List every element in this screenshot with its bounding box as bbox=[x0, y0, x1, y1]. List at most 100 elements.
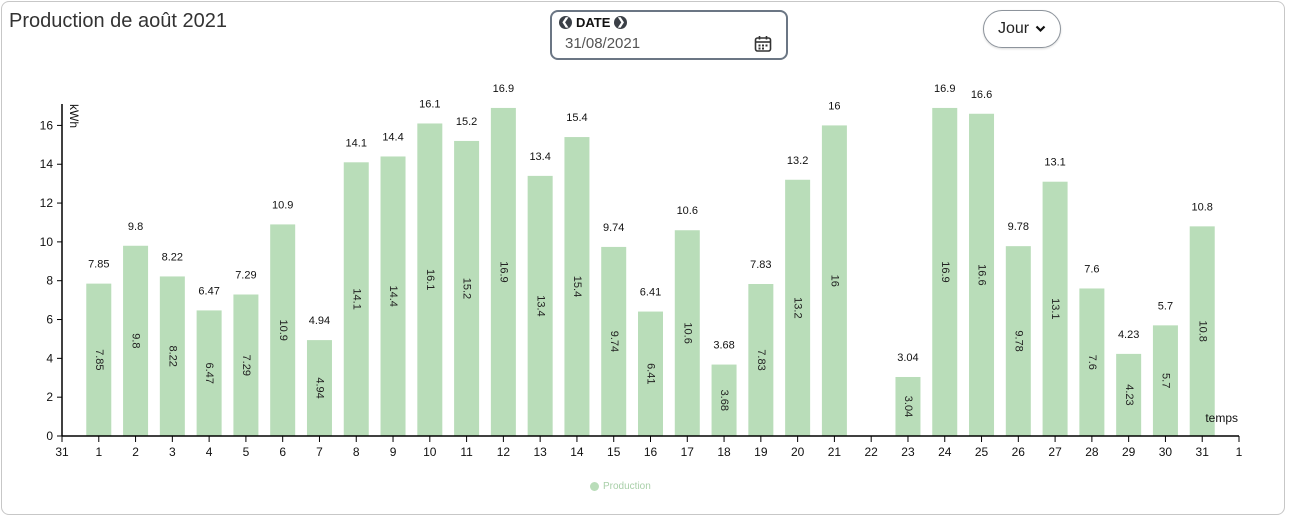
bar-inner-label: 4.94 bbox=[314, 377, 326, 398]
bar-value-label: 16.6 bbox=[971, 89, 992, 101]
y-tick-label: 10 bbox=[40, 235, 54, 249]
x-tick-label: 3 bbox=[169, 445, 176, 459]
x-tick-label: 22 bbox=[865, 445, 879, 459]
x-tick-label: 14 bbox=[570, 445, 584, 459]
bar-inner-label: 16.9 bbox=[497, 261, 509, 282]
bar-value-label: 16.9 bbox=[934, 83, 955, 95]
bar-inner-label: 16.6 bbox=[976, 264, 988, 285]
bar-day-18[interactable] bbox=[711, 364, 737, 436]
period-select-value: Jour bbox=[997, 20, 1030, 37]
x-tick-label: 13 bbox=[533, 445, 547, 459]
x-tick-label: 20 bbox=[791, 445, 805, 459]
bar-day-19[interactable] bbox=[748, 284, 774, 436]
x-tick-label: 1 bbox=[95, 445, 102, 459]
bar-day-11[interactable] bbox=[454, 140, 480, 437]
bar-day-24[interactable] bbox=[932, 107, 958, 437]
bar-value-label: 13.2 bbox=[787, 155, 808, 167]
legend-dot-production bbox=[590, 482, 599, 491]
bar-value-label: 14.4 bbox=[382, 131, 403, 143]
bar-value-label: 7.83 bbox=[750, 259, 771, 271]
y-tick-label: 6 bbox=[46, 313, 53, 327]
x-tick-label: 2 bbox=[132, 445, 139, 459]
y-tick-label: 0 bbox=[46, 429, 53, 443]
bar-day-7[interactable] bbox=[306, 340, 332, 436]
bar-day-26[interactable] bbox=[1005, 246, 1031, 436]
bar-day-13[interactable] bbox=[527, 175, 553, 436]
x-tick-label: 11 bbox=[460, 445, 473, 459]
x-tick-label: 15 bbox=[607, 445, 621, 459]
bar-inner-label: 9.74 bbox=[608, 331, 620, 352]
bar-day-9[interactable] bbox=[380, 156, 406, 436]
x-tick-label: 9 bbox=[390, 445, 397, 459]
bar-inner-label: 10.6 bbox=[681, 322, 693, 343]
next-date-icon[interactable]: ❯ bbox=[614, 16, 628, 29]
y-tick-label: 2 bbox=[46, 390, 53, 404]
x-tick-label: 8 bbox=[353, 445, 360, 459]
bar-inner-label: 6.47 bbox=[203, 362, 215, 383]
bar-inner-label: 13.2 bbox=[792, 297, 804, 318]
bar-value-label: 16 bbox=[828, 100, 840, 112]
bar-day-27[interactable] bbox=[1042, 181, 1068, 436]
bar-day-15[interactable] bbox=[601, 246, 627, 436]
date-picker[interactable]: ❮ DATE ❯ 31/08/2021 bbox=[550, 10, 788, 60]
bar-day-23[interactable] bbox=[895, 376, 921, 436]
bar-day-6[interactable] bbox=[270, 224, 296, 436]
bar-inner-label: 16 bbox=[829, 275, 841, 287]
date-input[interactable]: 31/08/2021 bbox=[565, 35, 641, 52]
calendar-icon[interactable] bbox=[754, 35, 772, 53]
bar-inner-label: 10.9 bbox=[277, 319, 289, 340]
chart-legend[interactable]: Production bbox=[590, 481, 651, 492]
bar-value-label: 7.6 bbox=[1084, 263, 1099, 275]
bar-day-12[interactable] bbox=[490, 107, 516, 437]
x-tick-label: 17 bbox=[681, 445, 695, 459]
previous-date-icon[interactable]: ❮ bbox=[559, 16, 572, 29]
bar-inner-label: 5.7 bbox=[1160, 373, 1172, 388]
bar-inner-label: 3.68 bbox=[718, 390, 730, 411]
x-tick-label: 23 bbox=[901, 445, 915, 459]
bar-day-10[interactable] bbox=[417, 123, 443, 437]
x-axis-title: temps bbox=[1205, 411, 1238, 425]
y-tick-label: 12 bbox=[40, 196, 54, 210]
bar-day-14[interactable] bbox=[564, 137, 590, 436]
bar-day-20[interactable] bbox=[785, 179, 811, 436]
bar-day-5[interactable] bbox=[233, 294, 259, 436]
x-tick-label: 6 bbox=[279, 445, 286, 459]
chevron-down-icon bbox=[1035, 25, 1046, 33]
x-tick-label: 4 bbox=[206, 445, 213, 459]
bar-day-21[interactable] bbox=[821, 125, 847, 436]
bar-day-1[interactable] bbox=[86, 283, 112, 436]
period-select[interactable]: Jour bbox=[983, 10, 1061, 48]
date-label: DATE bbox=[576, 15, 611, 30]
bar-day-16[interactable] bbox=[638, 311, 663, 436]
x-tick-label: 16 bbox=[644, 445, 658, 459]
bar-day-31[interactable] bbox=[1189, 226, 1215, 436]
bar-day-8[interactable] bbox=[343, 162, 369, 436]
bar-inner-label: 7.85 bbox=[93, 349, 105, 370]
bar-inner-label: 16.1 bbox=[424, 269, 436, 290]
bar-day-30[interactable] bbox=[1152, 325, 1178, 436]
legend-label-production: Production bbox=[603, 481, 651, 492]
bar-inner-label: 9.78 bbox=[1012, 330, 1024, 351]
bar-day-3[interactable] bbox=[159, 276, 185, 436]
bar-day-17[interactable] bbox=[674, 230, 700, 436]
bar-value-label: 6.47 bbox=[198, 285, 219, 297]
bar-day-28[interactable] bbox=[1079, 288, 1105, 436]
bar-value-label: 3.04 bbox=[897, 352, 918, 364]
bar-value-label: 10.8 bbox=[1192, 201, 1213, 213]
x-tick-label: 10 bbox=[423, 445, 437, 459]
bar-value-label: 5.7 bbox=[1158, 300, 1173, 312]
y-tick-label: 4 bbox=[46, 351, 53, 365]
x-tick-label: 1 bbox=[1236, 445, 1243, 459]
bar-value-label: 9.78 bbox=[1008, 221, 1029, 233]
x-tick-label: 21 bbox=[828, 445, 842, 459]
bar-inner-label: 16.9 bbox=[939, 261, 951, 282]
bar-value-label: 15.4 bbox=[566, 112, 587, 124]
bar-day-2[interactable] bbox=[123, 245, 149, 436]
bar-day-25[interactable] bbox=[969, 113, 995, 436]
bar-value-label: 16.1 bbox=[419, 98, 440, 110]
x-tick-label: 25 bbox=[975, 445, 989, 459]
bar-inner-label: 9.8 bbox=[130, 333, 142, 348]
bar-day-29[interactable] bbox=[1116, 353, 1142, 436]
bar-day-4[interactable] bbox=[196, 310, 222, 436]
x-tick-label: 27 bbox=[1048, 445, 1062, 459]
